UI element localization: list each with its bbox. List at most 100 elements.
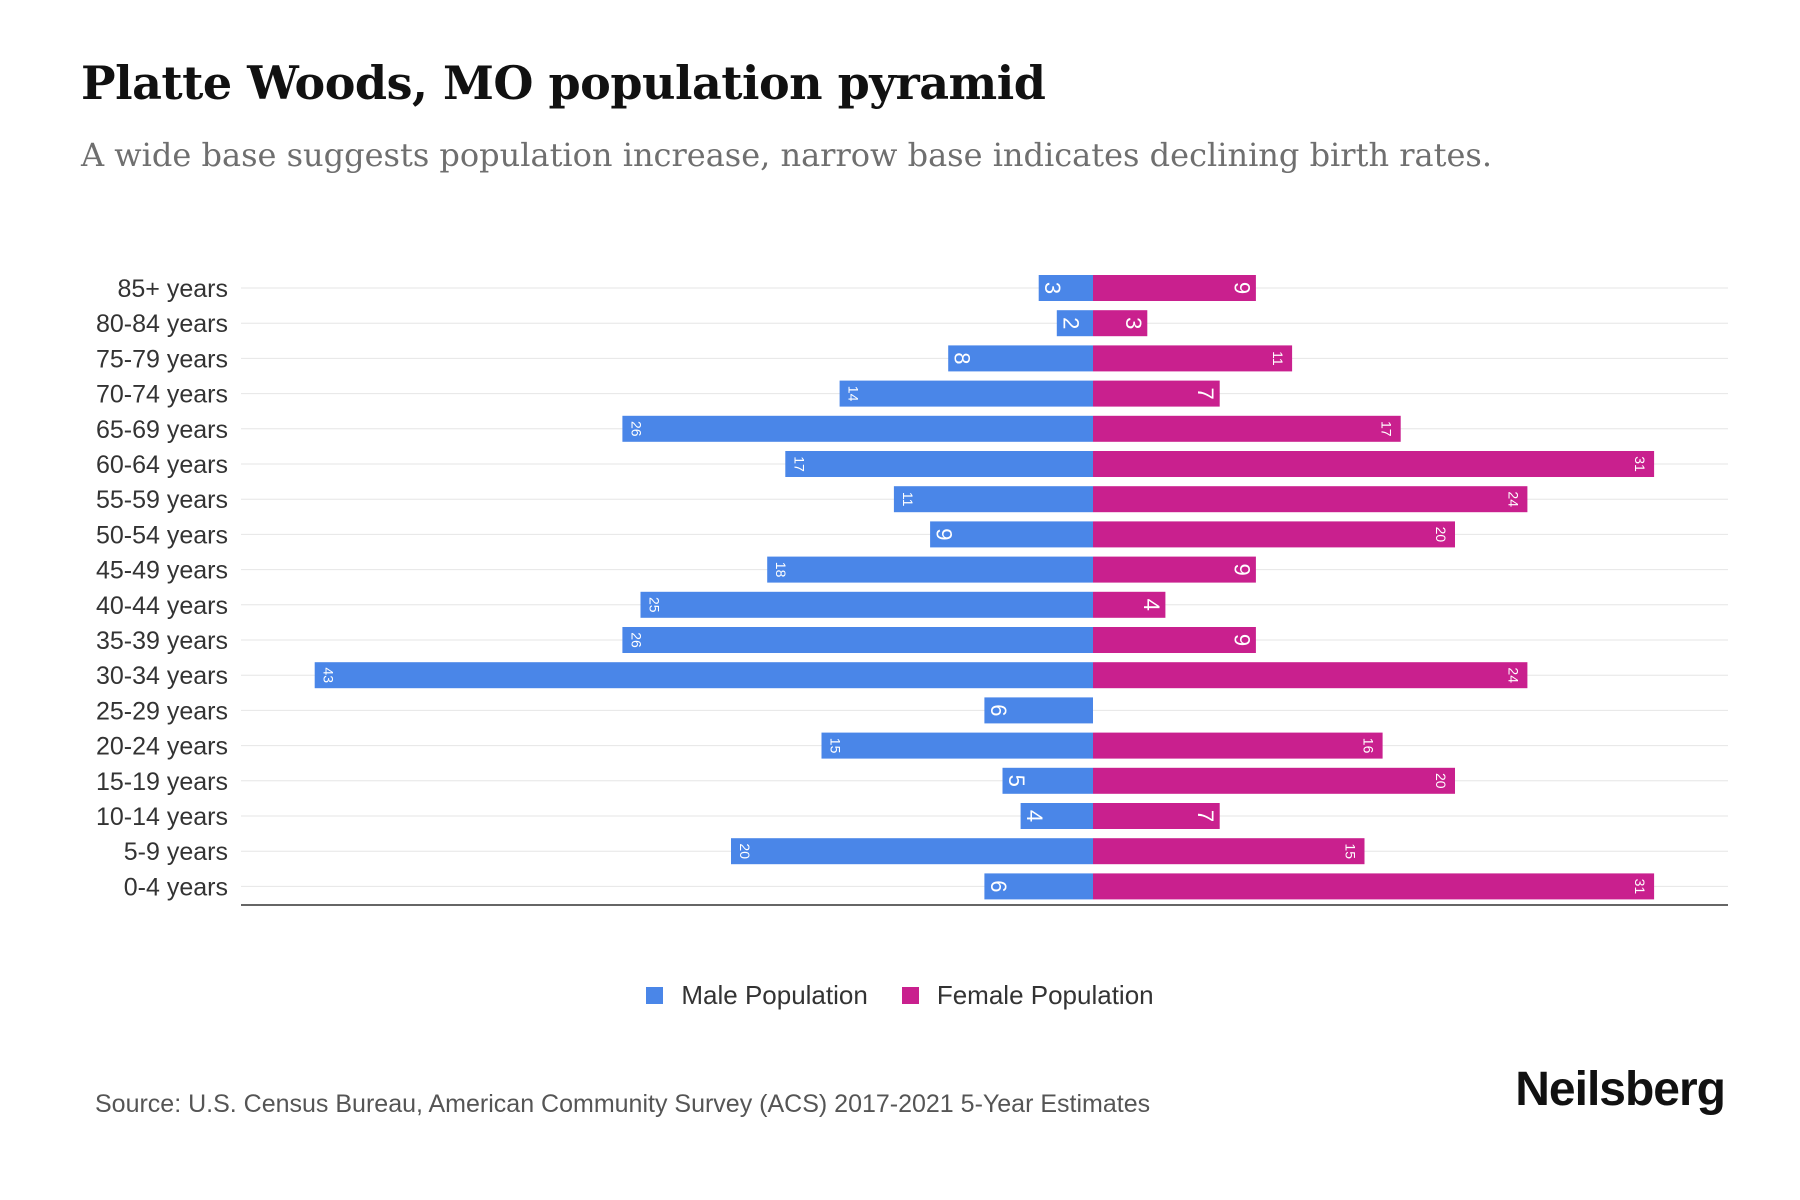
male-bar (984, 697, 1093, 724)
male-bar (767, 556, 1093, 583)
female-data-label: 31 (1632, 879, 1648, 895)
female-bar (1093, 591, 1166, 618)
male-data-label: 25 (647, 597, 663, 613)
male-data-label: 8 (950, 352, 975, 364)
female-bar (1093, 380, 1220, 407)
female-data-label: 9 (1229, 563, 1254, 575)
category-label: 55-59 years (96, 486, 228, 514)
male-data-label: 26 (628, 421, 644, 437)
category-label: 10-14 years (96, 803, 228, 831)
legend-item-female[interactable]: Female Population (901, 980, 1154, 1011)
male-data-label: 4 (1022, 810, 1047, 822)
female-data-label: 15 (1343, 843, 1359, 859)
legend-label-female: Female Population (936, 980, 1154, 1010)
legend-item-male[interactable]: Male Population (646, 980, 868, 1011)
category-label: 80-84 years (96, 310, 228, 338)
male-bar (930, 521, 1093, 548)
female-bar (1093, 486, 1528, 513)
female-data-label: 16 (1361, 738, 1377, 754)
male-swatch-icon (646, 987, 664, 1004)
female-data-label: 17 (1379, 421, 1395, 437)
male-bar (622, 627, 1093, 653)
male-bar (314, 662, 1093, 689)
male-bar (785, 451, 1093, 477)
category-label: 75-79 years (96, 345, 228, 373)
female-bar (1093, 767, 1455, 794)
male-bar (622, 415, 1093, 442)
female-bar (1093, 627, 1256, 653)
category-label: 85+ years (118, 275, 229, 303)
category-label: 45-49 years (96, 557, 228, 585)
male-data-label: 17 (791, 456, 807, 472)
female-bar (1093, 521, 1455, 548)
female-bar (1093, 838, 1365, 865)
male-bar (839, 380, 1093, 407)
category-label: 15-19 years (96, 768, 228, 796)
male-bar (731, 838, 1093, 865)
female-bar (1093, 732, 1383, 759)
female-bar (1093, 873, 1655, 900)
male-bar (821, 732, 1093, 759)
male-data-label: 26 (628, 632, 644, 648)
male-bar (984, 873, 1093, 900)
male-data-label: 3 (1040, 282, 1065, 294)
male-data-label: 14 (846, 386, 862, 402)
category-label: 50-54 years (96, 521, 228, 549)
male-data-label: 15 (828, 738, 844, 754)
legend-label-male: Male Population (681, 980, 868, 1010)
category-label: 30-34 years (96, 662, 228, 690)
female-data-label: 9 (1229, 634, 1254, 646)
brand-logo: Neilsberg (1515, 1063, 1726, 1116)
source-note: Source: U.S. Census Bureau, American Com… (95, 1090, 1151, 1118)
female-bar (1093, 345, 1293, 372)
male-data-label: 43 (321, 667, 337, 683)
female-data-label: 11 (1270, 351, 1286, 366)
female-data-label: 3 (1121, 317, 1146, 329)
category-label: 60-64 years (96, 451, 228, 479)
male-data-label: 20 (737, 843, 753, 859)
male-bar (1002, 767, 1093, 794)
category-label: 70-74 years (96, 381, 228, 409)
category-label: 40-44 years (96, 592, 228, 620)
male-data-label: 11 (900, 492, 916, 507)
female-bar (1093, 662, 1528, 689)
female-data-label: 20 (1433, 527, 1449, 543)
female-data-label: 9 (1229, 282, 1254, 294)
category-label: 25-29 years (96, 697, 228, 725)
female-bar (1093, 310, 1148, 337)
male-data-label: 9 (932, 528, 957, 540)
female-bar (1093, 803, 1220, 829)
chart-subtitle: A wide base suggests population increase… (81, 136, 1492, 174)
male-bar (1038, 275, 1093, 301)
female-data-label: 4 (1139, 599, 1164, 611)
category-label: 5-9 years (124, 838, 228, 866)
female-data-label: 24 (1505, 667, 1521, 683)
female-data-label: 7 (1193, 810, 1218, 822)
female-bar (1093, 451, 1655, 477)
female-swatch-icon (901, 987, 919, 1004)
female-data-label: 24 (1505, 491, 1521, 507)
male-bar (1056, 310, 1093, 337)
chart-legend: Male Population Female Population (0, 980, 1800, 1011)
category-label: 65-69 years (96, 416, 228, 444)
female-data-label: 31 (1632, 456, 1648, 472)
male-data-label: 18 (773, 562, 789, 578)
female-data-label: 20 (1433, 773, 1449, 789)
female-data-label: 7 (1193, 387, 1218, 399)
category-label: 35-39 years (96, 627, 228, 655)
male-data-label: 2 (1058, 317, 1083, 329)
male-bar (1020, 803, 1093, 829)
category-label: 0-4 years (124, 873, 228, 901)
male-bar (948, 345, 1093, 372)
female-bar (1093, 556, 1256, 583)
category-label: 20-24 years (96, 733, 228, 761)
male-data-label: 5 (1004, 775, 1029, 787)
male-data-label: 6 (986, 880, 1011, 892)
male-bar (640, 591, 1093, 618)
female-bar (1093, 275, 1256, 301)
male-data-label: 6 (986, 704, 1011, 716)
chart-title: Platte Woods, MO population pyramid (81, 56, 1046, 110)
female-bar (1093, 415, 1401, 442)
male-bar (893, 486, 1093, 513)
